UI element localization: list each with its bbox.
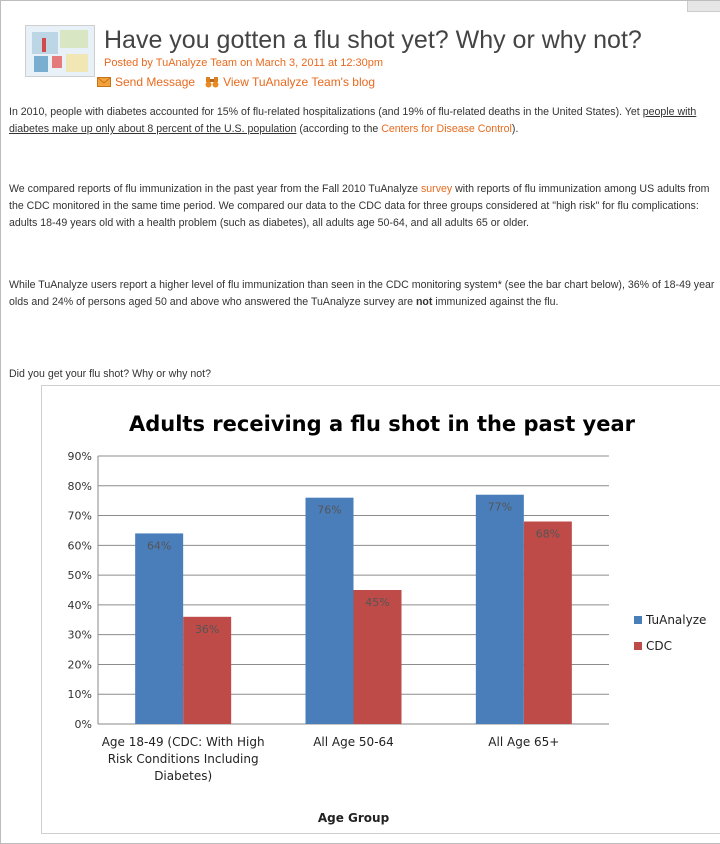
legend-swatch-cdc [634,642,642,650]
paragraph-text: ). [511,123,519,135]
legend-swatch-tuanalyze [634,616,642,624]
y-tick-label: 40% [68,599,92,612]
x-axis-title: Age Group [318,811,390,825]
data-label: 68% [536,528,560,541]
bar-cdc [523,521,572,724]
scroll-corner-tab [687,1,720,12]
y-tick-label: 50% [68,569,92,582]
bar-tuanalyze [305,497,354,724]
paragraph-question: Did you get your flu shot? Why or why no… [9,368,211,380]
cdc-link[interactable]: Centers for Disease Control [381,123,512,135]
view-blog-label: View TuAnalyze Team's blog [223,75,375,89]
y-tick-label: 0% [75,718,92,731]
post-title: Have you gotten a flu shot yet? Why or w… [104,26,642,54]
bar-chart-frame: Adults receiving a flu shot in the past … [41,385,720,834]
data-label: 77% [488,501,512,514]
survey-link[interactable]: survey [420,183,453,195]
paragraph-comparison: We compared reports of flu immunization … [9,181,720,232]
post-actions: Send Message View TuAnalyze Team's blog [97,75,385,89]
post-byline[interactable]: Posted by TuAnalyze Team on March 3, 201… [104,57,384,69]
category-label: All Age 50-64 [313,735,394,749]
y-tick-label: 90% [68,450,92,463]
data-label: 64% [147,539,171,552]
y-tick-label: 70% [68,510,92,523]
author-thumbnail-image[interactable] [25,25,95,77]
binoculars-icon [205,77,219,88]
data-label: 45% [365,596,389,609]
y-tick-label: 20% [68,658,92,671]
bar-tuanalyze [475,494,524,724]
bar-cdc [183,616,232,724]
envelope-icon [97,77,111,87]
paragraph-text: (according to the [296,123,382,135]
paragraph-text: In 2010, people with diabetes accounted … [9,106,643,118]
emphasis-text: not [415,296,433,308]
y-tick-label: 80% [68,480,92,493]
data-label: 76% [317,504,341,517]
category-label: Diabetes) [154,769,212,783]
category-label: Risk Conditions Including [108,752,259,766]
data-label: 36% [195,623,219,636]
paragraph-text: We compared reports of flu immunization … [9,183,421,195]
category-label: Age 18-49 (CDC: With High [102,735,265,749]
view-blog-link[interactable]: View TuAnalyze Team's blog [205,75,375,89]
y-tick-label: 30% [68,629,92,642]
paragraph-text: immunized against the flu. [432,296,559,308]
chart-title: Adults receiving a flu shot in the past … [129,412,636,436]
bar-tuanalyze [135,533,184,724]
send-message-link[interactable]: Send Message [97,75,195,89]
legend-label-cdc: CDC [646,639,672,653]
send-message-label: Send Message [115,75,196,89]
y-tick-label: 60% [68,539,92,552]
bar-cdc [353,590,402,724]
population-stat-link[interactable]: people with diabetes make up only about … [9,106,697,135]
paragraph-text: While TuAnalyze users report a higher le… [9,279,715,308]
flu-shot-bar-chart: Adults receiving a flu shot in the past … [68,412,707,825]
y-tick-label: 10% [68,688,92,701]
paragraph-text: with reports of flu immunization among U… [9,183,710,229]
legend-label-tuanalyze: TuAnalyze [645,613,706,627]
category-label: All Age 65+ [488,735,559,749]
paragraph-diabetes-flu-stats: In 2010, people with diabetes accounted … [9,104,720,138]
paragraph-results: While TuAnalyze users report a higher le… [9,277,720,311]
